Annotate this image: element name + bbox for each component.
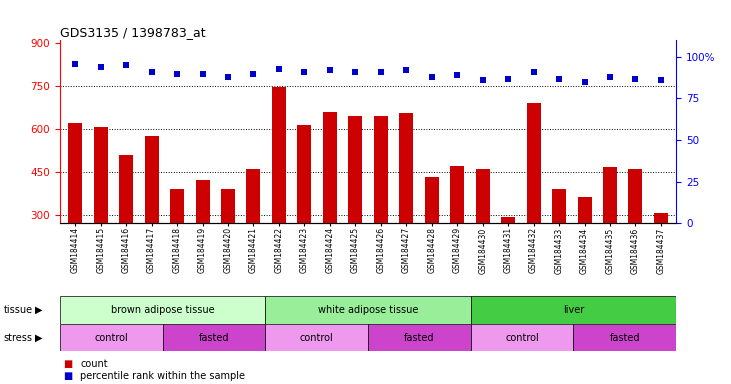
Bar — [265, 296, 471, 324]
Point — [426, 74, 438, 80]
Text: control: control — [300, 333, 333, 343]
Point — [655, 77, 667, 83]
Text: fasted: fasted — [610, 333, 640, 343]
Text: ■: ■ — [64, 371, 73, 381]
Bar — [60, 296, 265, 324]
Text: count: count — [80, 359, 108, 369]
Text: control: control — [505, 333, 539, 343]
Bar — [195, 180, 210, 300]
Text: GDS3135 / 1398783_at: GDS3135 / 1398783_at — [60, 26, 205, 39]
Text: fasted: fasted — [199, 333, 230, 343]
Bar — [501, 217, 515, 300]
Bar — [425, 177, 439, 300]
Text: ▶: ▶ — [35, 305, 42, 315]
Bar — [349, 116, 363, 300]
Point — [145, 69, 157, 75]
Bar — [629, 169, 643, 300]
Point — [121, 62, 132, 68]
Bar — [170, 189, 184, 300]
Bar — [577, 197, 591, 300]
Text: stress: stress — [4, 333, 33, 343]
Point — [401, 67, 412, 73]
Point — [477, 77, 488, 83]
Bar — [323, 112, 337, 300]
Text: tissue: tissue — [4, 305, 33, 315]
Point — [502, 76, 514, 82]
Bar — [221, 189, 235, 300]
Point — [349, 69, 361, 75]
Point — [629, 76, 641, 82]
Point — [324, 67, 336, 73]
Bar — [603, 167, 617, 300]
Text: fasted: fasted — [404, 333, 435, 343]
Point — [197, 71, 208, 77]
Bar — [374, 116, 387, 300]
Bar — [654, 213, 668, 300]
Bar — [298, 124, 311, 300]
Bar — [246, 169, 260, 300]
Point — [95, 64, 107, 70]
Bar — [119, 155, 133, 300]
Bar — [265, 324, 368, 351]
Point — [298, 69, 310, 75]
Text: ▶: ▶ — [35, 333, 42, 343]
Text: white adipose tissue: white adipose tissue — [318, 305, 418, 315]
Point — [528, 69, 539, 75]
Point — [69, 61, 81, 67]
Point — [248, 71, 260, 77]
Text: liver: liver — [563, 305, 584, 315]
Bar — [68, 123, 82, 300]
Bar — [94, 127, 107, 300]
Point — [553, 76, 565, 82]
Text: ■: ■ — [64, 359, 73, 369]
Bar — [526, 103, 541, 300]
Bar — [476, 169, 490, 300]
Text: percentile rank within the sample: percentile rank within the sample — [80, 371, 246, 381]
Bar — [399, 113, 413, 300]
Bar — [60, 324, 162, 351]
Bar — [162, 324, 265, 351]
Bar — [552, 189, 566, 300]
Text: control: control — [94, 333, 128, 343]
Point — [604, 74, 616, 80]
Bar — [272, 88, 286, 300]
Point — [171, 71, 183, 77]
Bar — [574, 324, 676, 351]
Bar — [471, 296, 676, 324]
Point — [375, 69, 387, 75]
Point — [222, 74, 234, 80]
Bar — [450, 166, 464, 300]
Point — [273, 66, 285, 72]
Bar — [368, 324, 471, 351]
Point — [579, 79, 591, 85]
Text: brown adipose tissue: brown adipose tissue — [111, 305, 214, 315]
Bar — [471, 324, 574, 351]
Bar — [145, 136, 159, 300]
Point — [451, 72, 463, 78]
